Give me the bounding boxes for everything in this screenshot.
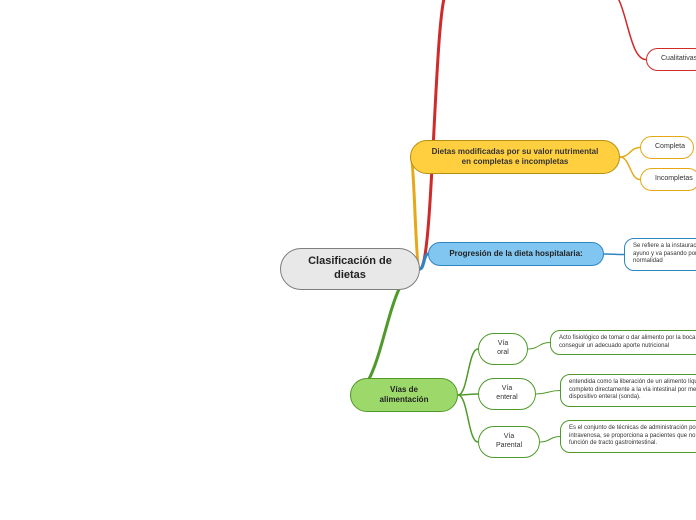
node-label: Cualitativas bbox=[661, 55, 691, 64]
node-label: entendida como la liberación de un alime… bbox=[569, 379, 696, 402]
node-label: Vía enteral bbox=[493, 385, 521, 403]
node-incompletas: Incompletas bbox=[640, 168, 696, 191]
edge bbox=[604, 254, 624, 255]
edge bbox=[536, 391, 560, 395]
node-progresion: Progresión de la dieta hospitalaria: bbox=[428, 242, 604, 266]
node-root: Clasificación de dietas bbox=[280, 248, 420, 290]
node-label: Incompletas bbox=[655, 175, 685, 184]
node-parental-desc: Es el conjunto de técnicas de administra… bbox=[560, 420, 696, 453]
node-oral-desc: Acto fisiológico de tomar o dar alimento… bbox=[550, 330, 696, 355]
node-enteral-desc: entendida como la liberación de un alime… bbox=[560, 374, 696, 407]
node-via-parental: Vía Parental bbox=[478, 426, 540, 458]
edge bbox=[458, 349, 478, 395]
node-label: Acto fisiológico de tomar o dar alimento… bbox=[559, 335, 696, 350]
node-via-oral: Vía oral bbox=[478, 333, 528, 365]
node-label: Dietas modificadas por su valor nutrimen… bbox=[425, 147, 605, 167]
edge bbox=[620, 157, 640, 180]
node-via-enteral: Vía enteral bbox=[478, 378, 536, 410]
node-prog-desc: Se refiere a la instauración del ayuno y… bbox=[624, 238, 696, 271]
node-label: Clasificación de dietas bbox=[295, 255, 405, 283]
edge bbox=[608, 0, 646, 60]
edge bbox=[620, 148, 640, 158]
edge bbox=[540, 437, 560, 443]
node-dietas-mod: Dietas modificadas por su valor nutrimen… bbox=[410, 140, 620, 174]
node-label: Vía oral bbox=[493, 340, 513, 358]
node-label: Vía Parental bbox=[493, 433, 525, 451]
edge bbox=[420, 254, 428, 269]
node-label: Es el conjunto de técnicas de administra… bbox=[569, 425, 696, 448]
node-completa: Completa bbox=[640, 136, 694, 159]
node-vias: Vías de alimentación bbox=[350, 378, 458, 412]
node-label: Completa bbox=[655, 143, 679, 152]
edge bbox=[458, 395, 478, 442]
node-label: Vías de alimentación bbox=[365, 385, 443, 405]
node-label: Se refiere a la instauración del ayuno y… bbox=[633, 243, 696, 266]
mindmap-canvas: Clasificación de dietas Dietas modificada… bbox=[0, 0, 696, 520]
edge bbox=[420, 0, 448, 269]
node-label: Progresión de la dieta hospitalaria: bbox=[443, 249, 589, 259]
edge bbox=[458, 394, 478, 395]
edge bbox=[528, 343, 550, 350]
node-cualitativas: Cualitativas bbox=[646, 48, 696, 71]
